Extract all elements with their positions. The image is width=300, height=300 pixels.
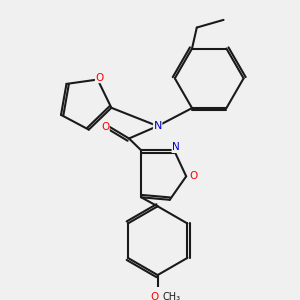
Text: O: O — [101, 122, 109, 132]
Text: O: O — [151, 292, 159, 300]
Text: N: N — [172, 142, 180, 152]
Text: O: O — [190, 171, 198, 181]
Text: N: N — [154, 121, 162, 131]
Text: CH₃: CH₃ — [163, 292, 181, 300]
Text: O: O — [95, 73, 104, 82]
